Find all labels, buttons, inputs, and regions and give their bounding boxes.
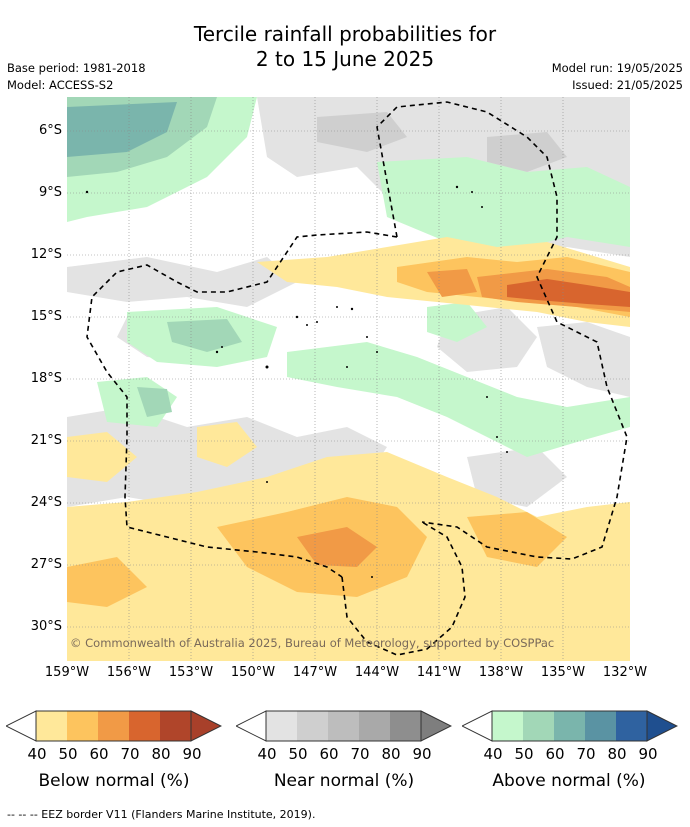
lon-label-159w: 159°W <box>44 665 90 680</box>
title-line-1: Tercile rainfall probabilities for <box>193 22 497 46</box>
lat-label-18s: 18°S <box>30 371 62 386</box>
lon-label-141w: 141°W <box>416 665 462 680</box>
legend-above-normal <box>462 710 678 742</box>
legend-below-label: Below normal (%) <box>38 771 190 791</box>
base-period: Base period: 1981-2018 <box>7 61 146 75</box>
lat-label-15s: 15°S <box>30 309 62 324</box>
copyright-text: © Commonwealth of Australia 2025, Bureau… <box>70 636 554 650</box>
legend-near-label: Near normal (%) <box>273 771 415 791</box>
lat-label-27s: 27°S <box>30 557 62 572</box>
legend-below-tick-60: 60 <box>89 745 109 763</box>
legend-above-label: Above normal (%) <box>492 771 646 791</box>
legend-below-tick-50: 50 <box>58 745 78 763</box>
legend-above-tick-70: 70 <box>576 745 596 763</box>
legend-below-tick-40: 40 <box>27 745 47 763</box>
lon-label-150w: 150°W <box>230 665 276 680</box>
legend-above-tick-50: 50 <box>514 745 534 763</box>
legend-below-tick-70: 70 <box>120 745 140 763</box>
legend-near-tick-40: 40 <box>257 745 277 763</box>
lon-label-156w: 156°W <box>106 665 152 680</box>
lon-label-132w: 132°W <box>602 665 648 680</box>
legend-near-tick-90: 90 <box>412 745 432 763</box>
eez-footnote: -- -- -- EEZ border V11 (Flanders Marine… <box>7 808 316 821</box>
lon-label-144w: 144°W <box>354 665 400 680</box>
grid-lines <box>67 97 630 661</box>
legend-below-tick-80: 80 <box>151 745 171 763</box>
legend-near-tick-80: 80 <box>381 745 401 763</box>
lat-label-6s: 6°S <box>38 123 62 138</box>
legend-above-tick-60: 60 <box>545 745 565 763</box>
lat-label-12s: 12°S <box>30 247 62 262</box>
lon-label-135w: 135°W <box>540 665 586 680</box>
legend-above-tick-90: 90 <box>638 745 658 763</box>
lon-label-153w: 153°W <box>168 665 214 680</box>
issued-date: Issued: 21/05/2025 <box>572 78 683 92</box>
legend-near-tick-50: 50 <box>288 745 308 763</box>
meta-left: Base period: 1981-2018 Model: ACCESS-S2 <box>7 60 146 94</box>
eez-borders <box>86 101 628 656</box>
near-normal-darker <box>317 112 567 172</box>
model-name: Model: ACCESS-S2 <box>7 78 114 92</box>
model-run: Model run: 19/05/2025 <box>551 61 683 75</box>
lon-label-138w: 138°W <box>478 665 524 680</box>
legend-below-tick-90: 90 <box>182 745 202 763</box>
above-normal-strong <box>67 102 177 157</box>
legend-below-normal <box>6 710 222 742</box>
islands <box>85 185 508 578</box>
legend-near-normal <box>236 710 452 742</box>
legend-near-tick-70: 70 <box>350 745 370 763</box>
meta-right: Model run: 19/05/2025 Issued: 21/05/2025 <box>552 60 683 94</box>
lat-label-9s: 9°S <box>38 185 62 200</box>
legend-above-tick-40: 40 <box>483 745 503 763</box>
lon-label-147w: 147°W <box>292 665 338 680</box>
lat-label-21s: 21°S <box>30 433 62 448</box>
legend-above-tick-80: 80 <box>607 745 627 763</box>
map-title: Tercile rainfall probabilities for 2 to … <box>0 22 690 72</box>
legend-near-tick-60: 60 <box>319 745 339 763</box>
lat-label-24s: 24°S <box>30 495 62 510</box>
below-normal-very-strong <box>507 279 630 307</box>
lat-label-30s: 30°S <box>30 619 62 634</box>
rainfall-probability-map: © Commonwealth of Australia 2025, Bureau… <box>67 97 630 661</box>
title-line-2: 2 to 15 June 2025 <box>255 47 435 71</box>
